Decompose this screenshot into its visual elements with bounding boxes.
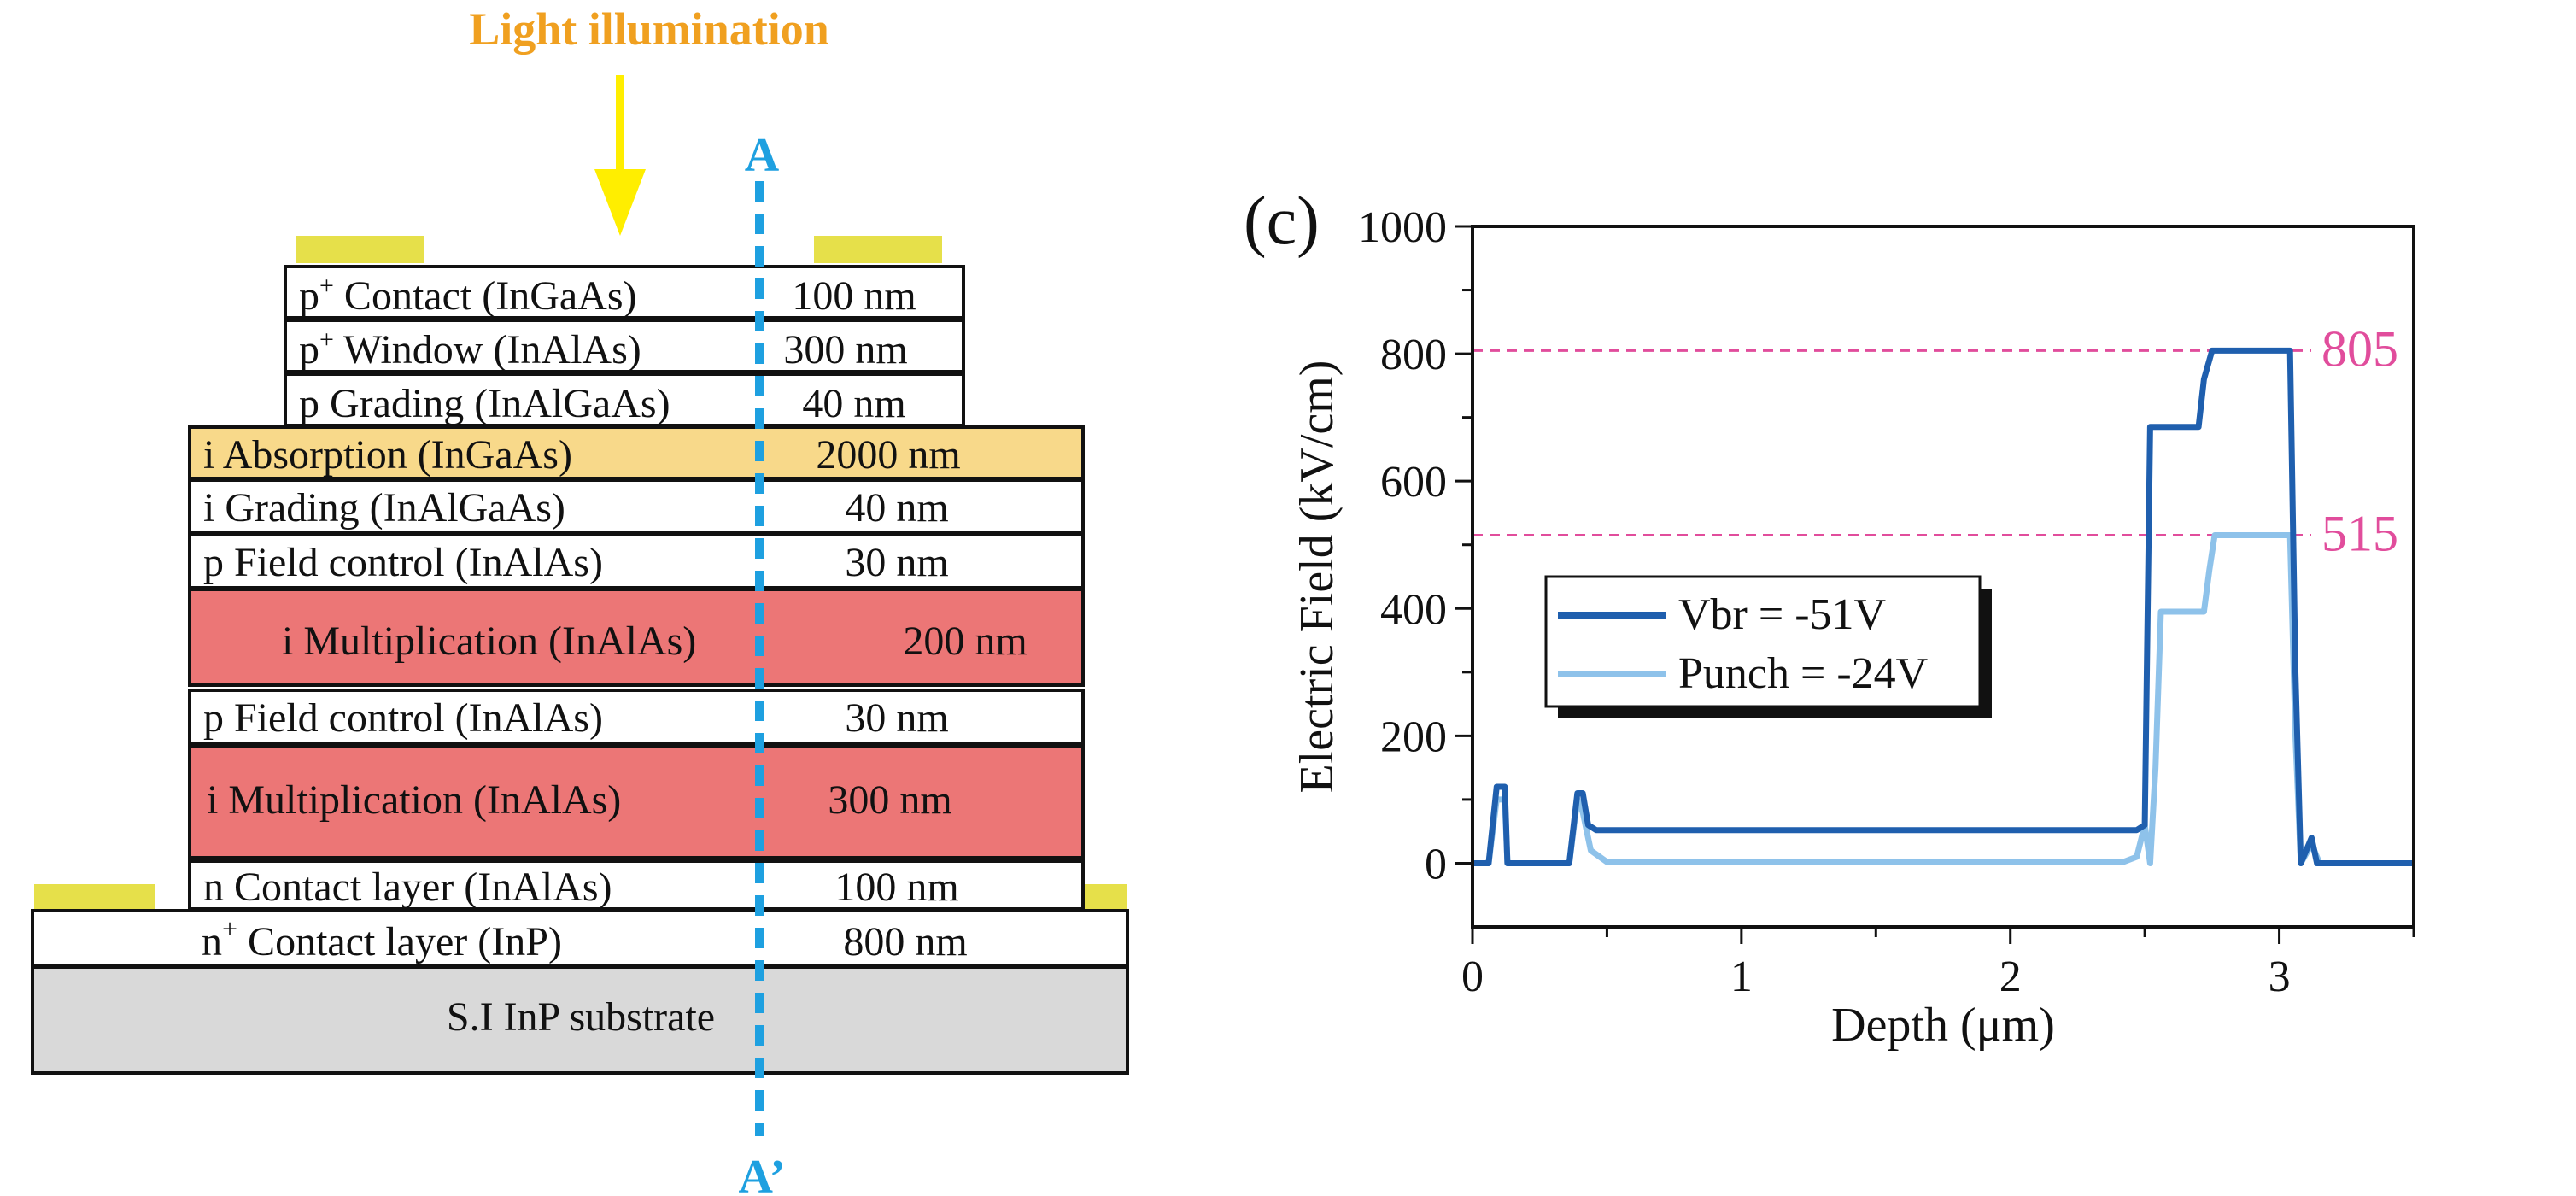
- x-tick-label: 2: [1999, 953, 2022, 1001]
- x-tick-label: 3: [2269, 953, 2291, 1001]
- layer-i-absorption-name: i Absorption (InGaAs): [203, 432, 572, 478]
- layer-n-plus-contact-name: n+ Contact layer (InP): [202, 913, 562, 964]
- reference-label-805: 805: [2321, 320, 2398, 377]
- cut-line-bottom-label: A’: [739, 1151, 786, 1196]
- layer-p-contact-thickness: 100 nm: [792, 273, 916, 319]
- layer-p-field-control-2-name: p Field control (InAlAs): [203, 695, 603, 741]
- y-axis-title: Electric Field (kV/cm): [1291, 361, 1344, 794]
- layer-p-window-name: p+ Window (InAlAs): [299, 325, 641, 372]
- legend: Vbr = -51V Punch = -24V: [1544, 575, 1992, 718]
- bottom-contact-pad-left: [34, 884, 155, 912]
- x-axis-title: Depth (μm): [1831, 999, 2055, 1052]
- layer-i-multiplication-1-thickness: 200 nm: [903, 619, 1027, 664]
- electric-field-chart: (c) 805 515 0 1 2 3 0 200 400 600 800 1000 Depth …: [1244, 184, 2415, 1052]
- layer-p-field-control-1-thickness: 30 nm: [845, 540, 948, 585]
- layer-p-field-control-2: [188, 689, 1085, 745]
- series-lines: [1472, 347, 2414, 866]
- x-axis-ticks: 0 1 2 3: [1461, 927, 2415, 1001]
- layer-substrate: [31, 965, 1129, 1075]
- layer-i-multiplication-2-thickness: 300 nm: [828, 777, 951, 823]
- x-tick-label: 1: [1730, 953, 1753, 1001]
- bottom-contact-pad-right: [1081, 884, 1127, 912]
- layer-n-contact-thickness: 100 nm: [834, 865, 958, 910]
- layer-i-absorption: [188, 425, 1085, 480]
- layer-n-contact-name: n Contact layer (InAlAs): [203, 865, 612, 910]
- layer-p-field-control-1-name: p Field control (InAlAs): [203, 540, 603, 585]
- reference-label-515: 515: [2321, 506, 2398, 562]
- layer-n-plus-contact: [31, 909, 1129, 967]
- panel-label: (c): [1244, 184, 1320, 259]
- layer-i-grading-name: i Grading (InAlGaAs): [203, 485, 565, 531]
- y-tick-label: 0: [1425, 840, 1447, 888]
- legend-label-vbr: Vbr = -51V: [1678, 590, 1886, 639]
- light-illumination-label: Light illumination: [469, 3, 829, 55]
- layer-p-field-control-1: [188, 533, 1085, 589]
- reference-lines: 805 515: [1472, 320, 2398, 562]
- layer-substrate-name: S.I InP substrate: [447, 994, 715, 1040]
- layer-i-grading-thickness: 40 nm: [845, 485, 948, 531]
- y-tick-label: 400: [1380, 585, 1447, 634]
- legend-box: [1544, 575, 1982, 708]
- layer-p-contact-name: p+ Contact (InGaAs): [299, 272, 636, 319]
- layer-stack-diagram: Light illumination p+ Contact (InGaAs) 1…: [31, 3, 1129, 1196]
- cut-line-top-label: A: [745, 129, 780, 182]
- y-tick-label: 200: [1380, 712, 1447, 761]
- y-tick-label: 600: [1380, 458, 1447, 507]
- layer-n-contact: [188, 859, 1085, 911]
- y-tick-label: 800: [1380, 331, 1447, 379]
- layer-p-contact: [284, 265, 965, 320]
- top-contact-pad-left: [296, 236, 424, 263]
- layer-p-grading-name: p Grading (InAlGaAs): [299, 381, 670, 426]
- x-tick-label: 0: [1461, 953, 1484, 1001]
- layer-p-field-control-2-thickness: 30 nm: [845, 695, 948, 741]
- layer-i-multiplication-1-name: i Multiplication (InAlAs): [282, 619, 696, 664]
- layer-i-absorption-thickness: 2000 nm: [816, 432, 960, 478]
- series-line-vbr: [1472, 347, 2414, 866]
- layer-p-window-thickness: 300 nm: [783, 327, 907, 372]
- legend-label-punch: Punch = -24V: [1678, 649, 1928, 698]
- layer-i-multiplication-1: [188, 588, 1085, 687]
- layer-i-multiplication-2-name: i Multiplication (InAlAs): [207, 777, 621, 823]
- y-axis-ticks: 0 200 400 600 800 1000: [1358, 203, 1472, 888]
- layer-p-grading-thickness: 40 nm: [802, 381, 905, 426]
- plot-frame: [1471, 225, 2415, 929]
- light-arrow-icon: [594, 75, 646, 236]
- y-tick-label: 1000: [1358, 203, 1447, 252]
- top-contact-pad-right: [814, 236, 942, 263]
- layer-n-plus-contact-thickness: 800 nm: [843, 919, 967, 964]
- layer-i-multiplication-2: [188, 745, 1085, 859]
- layer-p-window: [284, 319, 965, 373]
